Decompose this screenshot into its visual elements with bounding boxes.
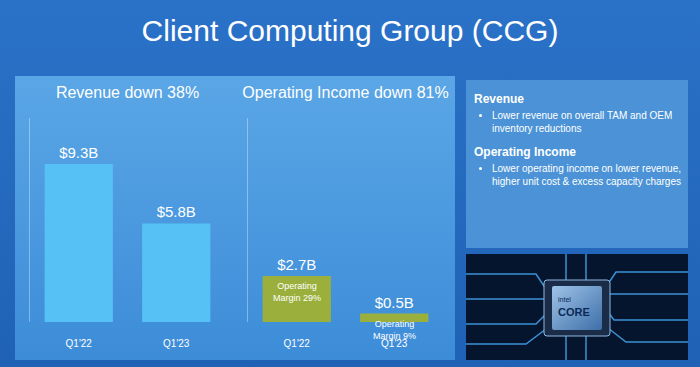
svg-text:CORE: CORE xyxy=(558,306,590,318)
svg-text:Q1'22: Q1'22 xyxy=(66,338,93,349)
svg-text:Revenue down 38%: Revenue down 38% xyxy=(56,84,199,101)
html-text:Lower operating income on lowe: Lower operating income on lower revenue,… xyxy=(492,163,681,187)
svg-text:Q1'23: Q1'23 xyxy=(381,338,408,349)
svg-text:Q1'22: Q1'22 xyxy=(284,338,311,349)
html-text:Operating Income: Operating Income xyxy=(474,145,576,159)
svg-text:Q1'23: Q1'23 xyxy=(163,338,190,349)
svg-text:OperatingMargin 29%: OperatingMargin 29% xyxy=(273,281,321,303)
svg-text:$2.7B: $2.7B xyxy=(277,256,316,273)
svg-text:$9.3B: $9.3B xyxy=(59,144,98,161)
svg-text:Operating Income down 81%: Operating Income down 81% xyxy=(242,84,448,101)
html-text:Revenue: Revenue xyxy=(474,92,524,106)
svg-text:$5.8B: $5.8B xyxy=(157,203,196,220)
svg-text:OperatingMargin 9%: OperatingMargin 9% xyxy=(373,319,416,341)
svg-text:$0.5B: $0.5B xyxy=(375,294,414,311)
html-text:Lower revenue on overall TAM a: Lower revenue on overall TAM and OEM inv… xyxy=(492,110,673,134)
svg-text:intel: intel xyxy=(558,296,571,303)
html-text:Client Computing Group (CCG): Client Computing Group (CCG) xyxy=(141,14,559,47)
